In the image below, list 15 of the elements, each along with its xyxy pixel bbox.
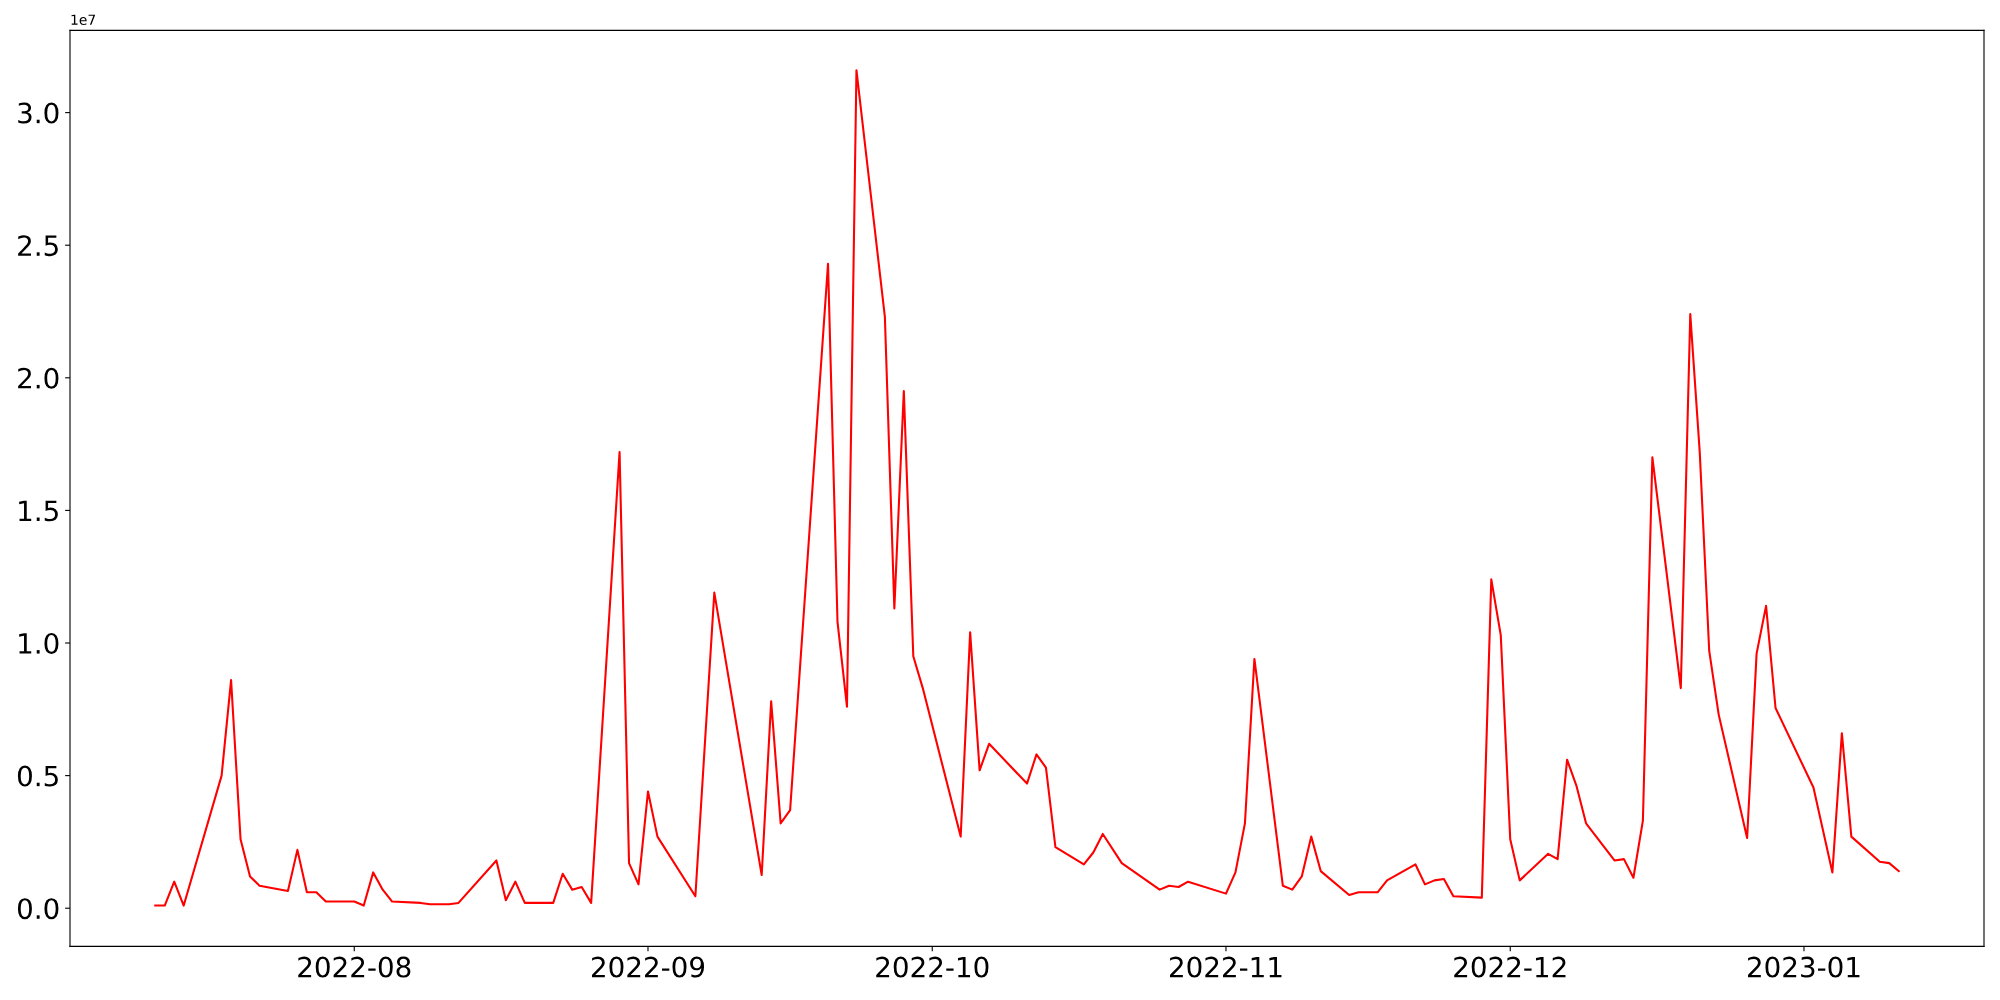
text: 1e7 (71, 14, 96, 25)
x-tick-label: 2023-01 (1747, 956, 1860, 978)
y-tick-label: 3.0 (18, 102, 59, 124)
x-tick-label: 2022-11 (1169, 956, 1282, 978)
y-tick-label: 2.5 (18, 235, 58, 257)
x-tick-label: 2022-12 (1454, 956, 1566, 978)
y-tick-label: 1.5 (19, 500, 58, 522)
x-tick-label: 2022-10 (876, 956, 989, 978)
y-tick-label: 1.0 (19, 632, 59, 654)
y-tick-label: 0.0 (17, 898, 59, 920)
line-series (154, 69, 1900, 907)
x-tick-label: 2022-08 (298, 956, 411, 978)
x-tick-label: 2022-09 (591, 956, 705, 978)
y-tick-label: 2.0 (18, 367, 59, 389)
y-tick-label: 0.5 (17, 765, 58, 787)
